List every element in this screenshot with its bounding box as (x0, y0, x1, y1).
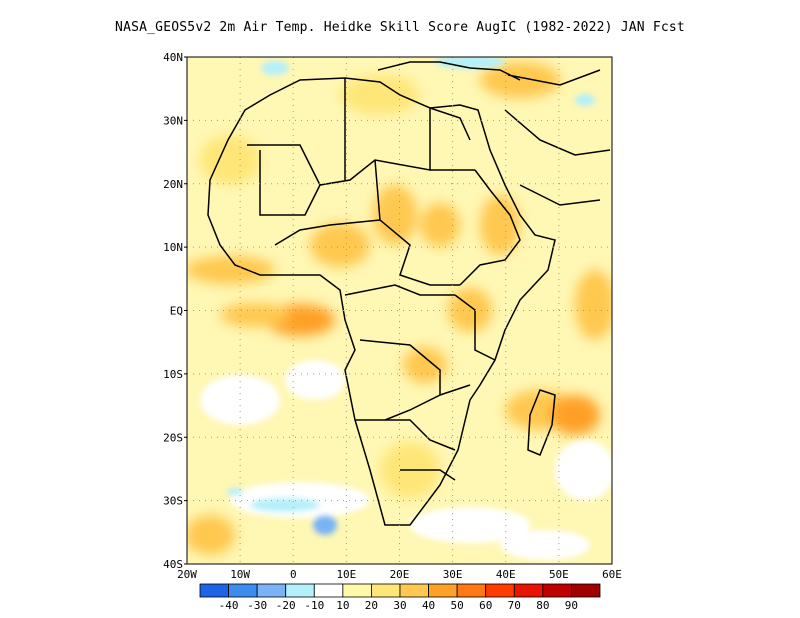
colorbar-label: 80 (536, 599, 549, 612)
colorbar-label: 60 (479, 599, 492, 612)
latitude-label: 40N (163, 51, 183, 64)
colorbar-swatch (542, 583, 572, 598)
colorbar-swatch (342, 583, 372, 598)
colorbar-label: 30 (393, 599, 406, 612)
colorbar-label: -30 (247, 599, 267, 612)
latitude-label: 40S (163, 558, 183, 571)
latitude-label: 30S (163, 495, 183, 508)
latitude-label: EQ (170, 305, 183, 318)
latitude-label: 30N (163, 114, 183, 127)
colorbar-swatch (428, 583, 458, 598)
colorbar-swatch (371, 583, 401, 598)
colorbar-label: 90 (565, 599, 578, 612)
longitude-label: 20E (390, 568, 410, 581)
colorbar-label: 70 (508, 599, 521, 612)
chart-title: NASA_GEOS5v2 2m Air Temp. Heidke Skill S… (115, 20, 685, 35)
colorbar-swatch (456, 583, 487, 598)
longitude-label: 0 (290, 568, 297, 581)
longitude-label: 10E (336, 568, 356, 581)
colorbar-swatch (256, 583, 287, 598)
latitude-label: 10N (163, 241, 183, 254)
skill-field (187, 57, 612, 564)
latitude-label: 20S (163, 431, 183, 444)
colorbar-label: 20 (365, 599, 378, 612)
colorbar-swatch (313, 583, 344, 598)
colorbar-boxes (199, 583, 601, 598)
latitude-label: 20N (163, 178, 183, 191)
colorbar-swatch (228, 583, 258, 598)
longitude-label: 20W (177, 568, 197, 581)
colorbar-swatch (399, 583, 429, 598)
colorbar-label: -10 (304, 599, 324, 612)
colorbar-label: -40 (219, 599, 239, 612)
country-outlines (207, 61, 611, 526)
latitude-labels: 40N 30N 20N 10N EQ 10S 20S 30S 40S (163, 51, 187, 571)
colorbar-swatch (485, 583, 515, 598)
colorbar-swatch (285, 583, 315, 598)
longitude-label: 60E (602, 568, 622, 581)
colorbar-swatch (571, 583, 601, 598)
longitude-labels: 20W 10W 0 10E 20E 30E 40E 50E 60E (177, 568, 622, 581)
colorbar-swatch (199, 583, 229, 598)
longitude-label: 30E (443, 568, 463, 581)
latitude-label: 10S (163, 368, 183, 381)
colorbar-label: 50 (451, 599, 464, 612)
colorbar-swatch (513, 583, 544, 598)
colorbar-label: 40 (422, 599, 435, 612)
longitude-label: 10W (230, 568, 250, 581)
colorbar-label: -20 (276, 599, 296, 612)
longitude-label: 50E (549, 568, 569, 581)
colorbar-labels: -40 -30 -20 -10 10 20 30 40 50 60 70 80 90 (219, 599, 578, 612)
orange-regions (187, 62, 612, 555)
colorbar-label: 10 (336, 599, 349, 612)
longitude-label: 40E (496, 568, 516, 581)
graticule (187, 57, 612, 564)
